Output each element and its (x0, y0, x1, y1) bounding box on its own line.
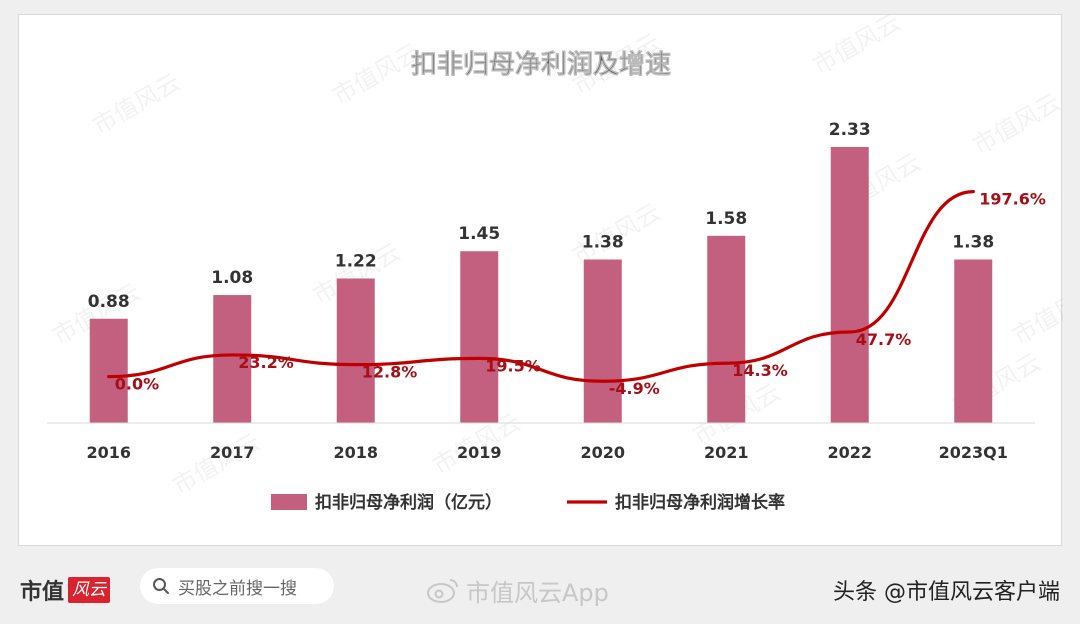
chart-card: 市值风云 市值风云 市值风云 市值风云 市值风云 市值风云 市值风云 市值风云 市值风云 市值风云… (18, 14, 1063, 546)
bar-value-label: 1.38 (582, 233, 624, 253)
growth-point (971, 190, 975, 194)
logo-text: 市值 (20, 580, 65, 605)
bar (89, 318, 128, 423)
logo-mark: 风云 (68, 577, 111, 603)
growth-point (848, 330, 852, 334)
bar (830, 146, 869, 423)
x-tick-label: 2021 (704, 443, 749, 462)
bar-value-label: 1.45 (458, 224, 500, 244)
growth-point (724, 361, 728, 365)
watermark-text: 市值风云 (968, 88, 1063, 160)
footer: 市值 风云 买股之前搜一搜 市值风云App 头条 @市值风云客户端 (0, 556, 1080, 624)
weibo-text: 市值风云App (466, 578, 609, 607)
growth-point (230, 353, 234, 357)
x-tick-label: 2022 (827, 443, 872, 462)
bar (954, 259, 993, 423)
watermark-text: 市值风云 (168, 428, 265, 500)
search-placeholder: 买股之前搜一搜 (178, 578, 297, 599)
growth-value-label: -4.9% (609, 379, 660, 398)
x-tick-label: 2017 (210, 443, 255, 462)
growth-line (107, 190, 975, 383)
brand-logo[interactable]: 市值 风云 (20, 573, 111, 607)
growth-value-label: 19.5% (485, 356, 541, 375)
bar-value-label: 1.38 (952, 233, 994, 253)
source-credit: 头条 @市值风云客户端 (833, 580, 1060, 605)
watermark-text: 市值风云 (808, 15, 905, 80)
bar (707, 235, 746, 423)
bar (336, 278, 375, 423)
bar-value-label: 0.88 (88, 292, 130, 312)
growth-point (354, 363, 358, 367)
growth-point (107, 375, 111, 379)
growth-point (601, 379, 605, 383)
weibo-icon (427, 579, 458, 603)
legend-bar-label: 扣非归母净利润（亿元） (315, 492, 502, 513)
bar-value-label: 1.22 (335, 251, 377, 271)
x-tick-label: 2020 (580, 443, 625, 462)
x-tick-label: 2023Q1 (939, 443, 1008, 462)
bar (583, 259, 622, 423)
watermark-text: 市值风云 (1008, 278, 1063, 350)
chart-title: 扣非归母净利润及增速 (411, 49, 671, 80)
growth-value-label: 23.2% (238, 353, 294, 372)
growth-value-label: 0.0% (115, 375, 159, 394)
search-icon (153, 578, 169, 594)
legend-line-label: 扣非归母净利润增长率 (615, 492, 785, 513)
x-tick-label: 2016 (86, 443, 131, 462)
bar-value-label: 2.33 (829, 120, 871, 140)
x-tick-label: 2018 (333, 443, 378, 462)
watermark-text: 市值风云 (88, 68, 185, 140)
weibo-watermark: 市值风云App (426, 573, 609, 607)
growth-value-label: 12.8% (362, 363, 418, 382)
search-box[interactable]: 买股之前搜一搜 (140, 568, 334, 604)
bar (213, 295, 252, 423)
bar-value-label: 1.08 (211, 268, 253, 288)
growth-value-label: 47.7% (856, 330, 912, 349)
growth-value-label: 197.6% (979, 190, 1046, 209)
x-tick-label: 2019 (457, 443, 502, 462)
growth-point (477, 356, 481, 360)
legend-bar-swatch (271, 494, 307, 510)
bar-value-label: 1.58 (705, 209, 747, 229)
bar (460, 251, 499, 423)
growth-value-label: 14.3% (732, 361, 788, 380)
